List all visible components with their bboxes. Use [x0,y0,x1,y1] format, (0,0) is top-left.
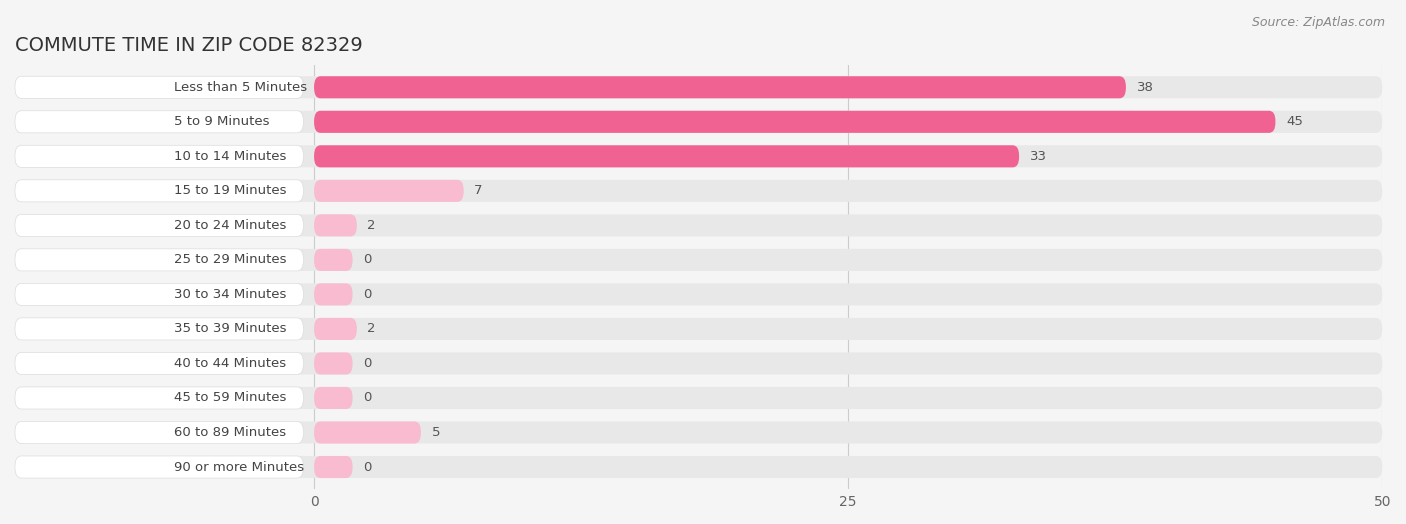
Text: 2: 2 [367,219,375,232]
Text: 0: 0 [363,391,371,405]
FancyBboxPatch shape [314,456,353,478]
FancyBboxPatch shape [314,214,357,236]
FancyBboxPatch shape [15,421,1382,443]
FancyBboxPatch shape [314,145,1019,167]
FancyBboxPatch shape [314,249,353,271]
Text: 90 or more Minutes: 90 or more Minutes [173,461,304,474]
FancyBboxPatch shape [314,421,420,443]
Text: 30 to 34 Minutes: 30 to 34 Minutes [173,288,285,301]
FancyBboxPatch shape [314,180,464,202]
FancyBboxPatch shape [15,283,304,305]
FancyBboxPatch shape [15,214,304,236]
Text: 15 to 19 Minutes: 15 to 19 Minutes [173,184,287,198]
Text: COMMUTE TIME IN ZIP CODE 82329: COMMUTE TIME IN ZIP CODE 82329 [15,36,363,55]
FancyBboxPatch shape [15,214,1382,236]
FancyBboxPatch shape [314,387,353,409]
Text: Less than 5 Minutes: Less than 5 Minutes [173,81,307,94]
FancyBboxPatch shape [15,180,304,202]
FancyBboxPatch shape [15,249,304,271]
FancyBboxPatch shape [15,283,1382,305]
Text: 0: 0 [363,254,371,266]
Text: Source: ZipAtlas.com: Source: ZipAtlas.com [1251,16,1385,29]
FancyBboxPatch shape [314,283,353,305]
FancyBboxPatch shape [15,111,304,133]
Text: 2: 2 [367,322,375,335]
Text: 0: 0 [363,288,371,301]
FancyBboxPatch shape [15,145,304,167]
FancyBboxPatch shape [15,76,304,99]
FancyBboxPatch shape [15,387,1382,409]
Text: 5: 5 [432,426,440,439]
FancyBboxPatch shape [15,387,304,409]
Text: 0: 0 [363,357,371,370]
Text: 33: 33 [1029,150,1046,163]
Text: 45 to 59 Minutes: 45 to 59 Minutes [173,391,285,405]
FancyBboxPatch shape [314,76,1126,99]
FancyBboxPatch shape [15,456,304,478]
Text: 5 to 9 Minutes: 5 to 9 Minutes [173,115,269,128]
Text: 0: 0 [363,461,371,474]
FancyBboxPatch shape [15,456,1382,478]
Text: 25 to 29 Minutes: 25 to 29 Minutes [173,254,287,266]
Text: 20 to 24 Minutes: 20 to 24 Minutes [173,219,285,232]
FancyBboxPatch shape [15,318,304,340]
FancyBboxPatch shape [314,111,1275,133]
Text: 40 to 44 Minutes: 40 to 44 Minutes [173,357,285,370]
FancyBboxPatch shape [15,353,304,375]
FancyBboxPatch shape [15,111,1382,133]
FancyBboxPatch shape [15,180,1382,202]
FancyBboxPatch shape [314,318,357,340]
Text: 45: 45 [1286,115,1303,128]
FancyBboxPatch shape [15,249,1382,271]
FancyBboxPatch shape [15,353,1382,375]
FancyBboxPatch shape [314,353,353,375]
Text: 60 to 89 Minutes: 60 to 89 Minutes [173,426,285,439]
FancyBboxPatch shape [15,318,1382,340]
FancyBboxPatch shape [15,145,1382,167]
Text: 7: 7 [474,184,482,198]
Text: 35 to 39 Minutes: 35 to 39 Minutes [173,322,287,335]
Text: 38: 38 [1136,81,1153,94]
FancyBboxPatch shape [15,421,304,443]
Text: 10 to 14 Minutes: 10 to 14 Minutes [173,150,285,163]
FancyBboxPatch shape [15,76,1382,99]
